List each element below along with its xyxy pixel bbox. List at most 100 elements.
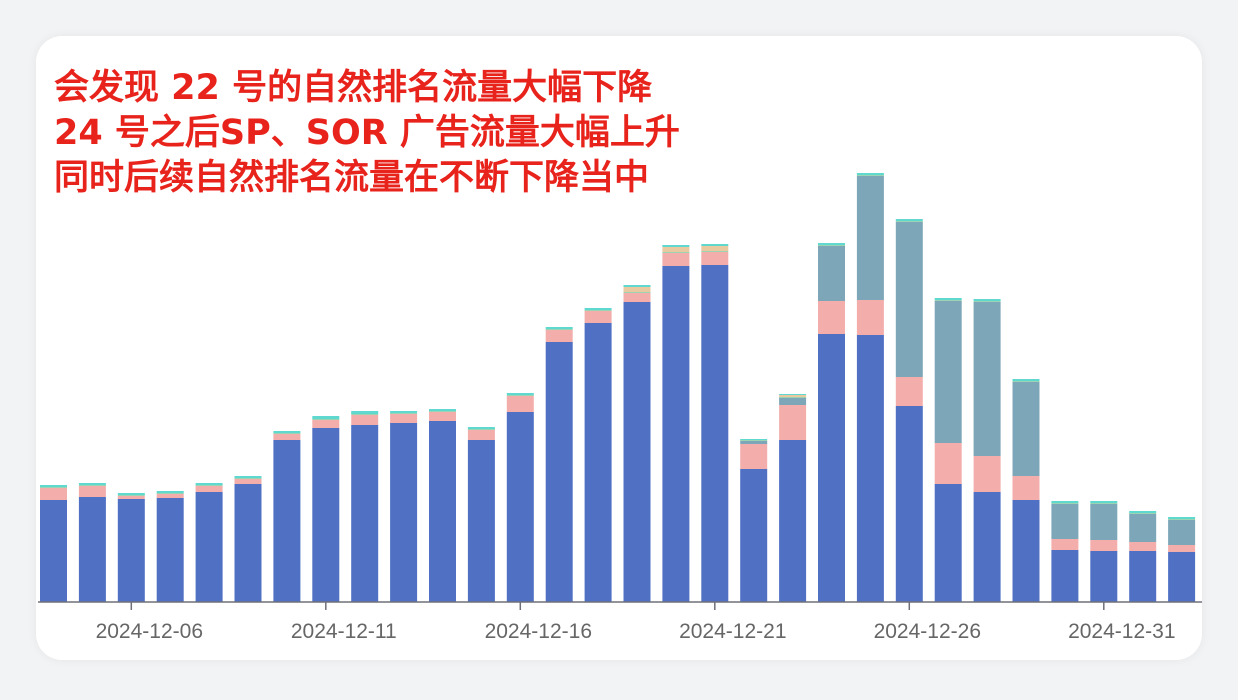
bar-segment-2024-12-29-s3[interactable]	[1012, 381, 1040, 382]
bar-segment-2024-12-20-s0[interactable]	[662, 266, 690, 602]
bar-segment-2024-12-25-s5[interactable]	[856, 173, 884, 175]
bar-segment-2024-12-31-s2[interactable]	[1090, 504, 1118, 540]
bar-segment-2024-12-28-s0[interactable]	[973, 492, 1001, 602]
bar-segment-2024-12-29-s2[interactable]	[1012, 382, 1040, 476]
bar-segment-2024-12-25-s0[interactable]	[856, 335, 884, 602]
bar-segment-2024-12-06-s5[interactable]	[117, 493, 145, 495]
bar-segment-2024-12-05-s0[interactable]	[78, 497, 106, 602]
bar-segment-2024-12-13-s1[interactable]	[390, 414, 418, 423]
bar-segment-2024-12-31-s3[interactable]	[1090, 503, 1118, 504]
bar-segment-2024-12-16-s5[interactable]	[506, 393, 534, 395]
bar-segment-2024-12-21-s1[interactable]	[701, 252, 729, 265]
bar-segment-2024-12-11-s1[interactable]	[312, 420, 340, 428]
bar-segment-2024-12-15-s5[interactable]	[467, 427, 495, 429]
bar-segment-2024-12-30-s5[interactable]	[1051, 501, 1079, 503]
bar-segment-2024-12-16-s0[interactable]	[506, 412, 534, 602]
bar-segment-2024-12-29-s1[interactable]	[1012, 476, 1040, 500]
bar-segment-2024-12-28-s3[interactable]	[973, 301, 1001, 302]
bar-segment-2024-12-10-s5[interactable]	[273, 431, 301, 433]
bar-segment-2025-01-02-s0[interactable]	[1168, 552, 1196, 602]
bar-segment-2024-12-09-s0[interactable]	[234, 484, 262, 602]
bar-segment-2024-12-23-s5[interactable]	[779, 394, 807, 395]
bar-segment-2024-12-14-s1[interactable]	[429, 412, 456, 421]
bar-segment-2024-12-22-s0[interactable]	[740, 469, 768, 602]
bar-segment-2024-12-10-s3[interactable]	[273, 433, 301, 434]
bar-segment-2024-12-28-s5[interactable]	[973, 299, 1001, 301]
bar-segment-2024-12-10-s1[interactable]	[273, 434, 301, 440]
bar-segment-2024-12-24-s1[interactable]	[818, 301, 845, 334]
bar-segment-2024-12-24-s0[interactable]	[818, 334, 845, 602]
bar-segment-2024-12-29-s0[interactable]	[1012, 500, 1040, 602]
bar-segment-2024-12-05-s3[interactable]	[78, 485, 106, 486]
bar-segment-2024-12-21-s0[interactable]	[701, 265, 729, 602]
bar-segment-2024-12-31-s5[interactable]	[1090, 501, 1118, 503]
bar-segment-2024-12-08-s1[interactable]	[195, 486, 223, 492]
bar-segment-2025-01-01-s3[interactable]	[1129, 513, 1157, 514]
bar-segment-2024-12-13-s5[interactable]	[390, 411, 418, 413]
bar-segment-2024-12-30-s3[interactable]	[1051, 503, 1079, 504]
bar-segment-2025-01-01-s0[interactable]	[1129, 551, 1157, 602]
bar-segment-2024-12-23-s4[interactable]	[779, 395, 807, 397]
bar-segment-2024-12-11-s0[interactable]	[312, 428, 340, 602]
bar-segment-2024-12-28-s2[interactable]	[973, 302, 1001, 456]
bar-segment-2024-12-24-s2[interactable]	[818, 246, 845, 301]
bar-segment-2024-12-06-s0[interactable]	[117, 499, 145, 602]
bar-segment-2024-12-23-s1[interactable]	[779, 405, 807, 440]
bar-segment-2024-12-26-s3[interactable]	[895, 221, 923, 222]
bar-segment-2024-12-07-s3[interactable]	[156, 493, 184, 494]
bar-segment-2024-12-26-s5[interactable]	[895, 219, 923, 221]
bar-segment-2024-12-05-s1[interactable]	[78, 486, 106, 497]
bar-segment-2024-12-19-s1[interactable]	[623, 293, 651, 302]
bar-segment-2024-12-26-s0[interactable]	[895, 406, 923, 602]
bar-segment-2024-12-30-s2[interactable]	[1051, 504, 1079, 539]
bar-segment-2024-12-14-s5[interactable]	[429, 409, 456, 411]
bar-segment-2025-01-01-s2[interactable]	[1129, 514, 1157, 542]
bar-segment-2024-12-19-s4[interactable]	[623, 287, 651, 292]
bar-segment-2024-12-22-s3[interactable]	[740, 440, 768, 441]
bar-segment-2024-12-25-s3[interactable]	[856, 175, 884, 176]
bar-segment-2024-12-07-s1[interactable]	[156, 494, 184, 498]
bar-segment-2025-01-02-s1[interactable]	[1168, 545, 1196, 552]
bar-segment-2024-12-27-s5[interactable]	[934, 298, 962, 300]
bar-segment-2024-12-20-s5[interactable]	[662, 245, 690, 247]
bar-segment-2024-12-27-s0[interactable]	[934, 484, 962, 602]
bar-segment-2024-12-07-s5[interactable]	[156, 491, 184, 493]
bar-segment-2024-12-08-s3[interactable]	[195, 485, 223, 486]
bar-segment-2024-12-08-s0[interactable]	[195, 492, 223, 602]
bar-segment-2024-12-09-s5[interactable]	[234, 476, 262, 478]
bar-segment-2024-12-11-s3[interactable]	[312, 419, 340, 420]
bar-segment-2024-12-20-s4[interactable]	[662, 247, 690, 252]
bar-segment-2024-12-26-s1[interactable]	[895, 377, 923, 406]
bar-segment-2024-12-31-s1[interactable]	[1090, 540, 1118, 551]
bar-segment-2024-12-08-s5[interactable]	[195, 483, 223, 485]
bar-segment-2024-12-27-s2[interactable]	[934, 301, 962, 443]
bar-segment-2024-12-17-s3[interactable]	[545, 329, 573, 330]
bar-segment-2024-12-27-s1[interactable]	[934, 443, 962, 484]
bar-segment-2024-12-14-s3[interactable]	[429, 411, 456, 412]
bar-segment-2024-12-09-s1[interactable]	[234, 479, 262, 484]
bar-segment-2024-12-22-s2[interactable]	[740, 441, 768, 444]
bar-segment-2024-12-21-s3[interactable]	[701, 251, 729, 252]
bar-segment-2024-12-06-s3[interactable]	[117, 495, 145, 496]
bar-segment-2024-12-17-s0[interactable]	[545, 342, 573, 602]
bar-segment-2024-12-18-s0[interactable]	[584, 323, 612, 602]
bar-segment-2024-12-26-s2[interactable]	[895, 222, 923, 377]
bar-segment-2024-12-16-s3[interactable]	[506, 395, 534, 396]
bar-segment-2024-12-25-s2[interactable]	[856, 176, 884, 300]
bar-segment-2024-12-22-s1[interactable]	[740, 444, 768, 469]
bar-segment-2024-12-06-s1[interactable]	[117, 496, 145, 499]
bar-segment-2025-01-01-s5[interactable]	[1129, 511, 1157, 513]
bar-segment-2024-12-20-s1[interactable]	[662, 253, 690, 266]
bar-segment-2025-01-02-s2[interactable]	[1168, 520, 1196, 545]
bar-segment-2024-12-20-s3[interactable]	[662, 252, 690, 253]
bar-segment-2024-12-18-s1[interactable]	[584, 311, 612, 323]
bar-segment-2024-12-19-s5[interactable]	[623, 285, 651, 287]
bar-segment-2024-12-10-s0[interactable]	[273, 440, 301, 602]
bar-segment-2025-01-02-s3[interactable]	[1168, 519, 1196, 520]
bar-segment-2024-12-25-s1[interactable]	[856, 300, 884, 335]
bar-segment-2024-12-18-s3[interactable]	[584, 310, 612, 311]
bar-segment-2024-12-27-s3[interactable]	[934, 300, 962, 301]
bar-segment-2024-12-05-s5[interactable]	[78, 483, 106, 485]
bar-segment-2025-01-02-s5[interactable]	[1168, 517, 1196, 519]
bar-segment-2024-12-04-s0[interactable]	[40, 500, 67, 602]
